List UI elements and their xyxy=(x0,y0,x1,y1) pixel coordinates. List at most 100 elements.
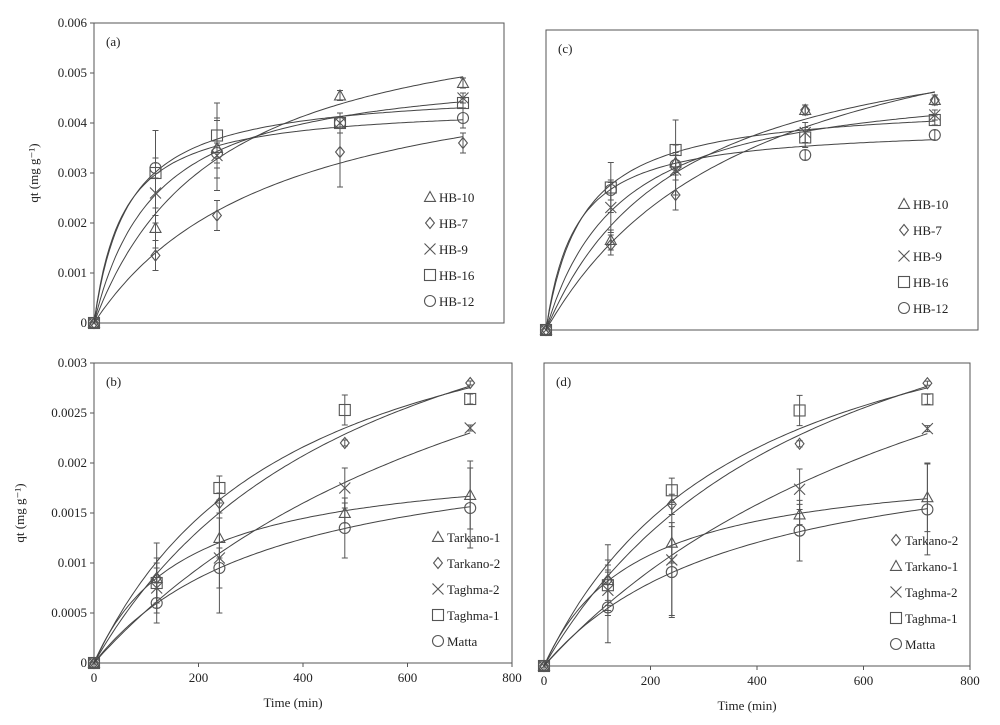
y-axis-label: qt (mg g⁻¹) xyxy=(12,483,27,542)
error-bar xyxy=(153,582,160,624)
data-point xyxy=(210,146,224,160)
series-taghma-2 xyxy=(538,422,934,672)
legend-marker xyxy=(432,583,444,595)
series-hb-7 xyxy=(540,91,940,337)
x-tick-label: 600 xyxy=(398,670,418,685)
legend-label: HB-12 xyxy=(439,294,474,309)
y-tick-label: 0.0015 xyxy=(51,505,87,520)
data-point xyxy=(537,659,551,671)
series-hb-16 xyxy=(539,113,941,337)
legend-label: Tarkano-2 xyxy=(447,556,500,571)
data-point xyxy=(601,601,614,614)
legend-marker xyxy=(897,275,911,289)
legend-label: Matta xyxy=(447,634,478,649)
data-point xyxy=(537,659,551,673)
legend-marker xyxy=(889,611,903,625)
fit-curve xyxy=(543,387,928,667)
y-tick-label: 0.004 xyxy=(58,115,88,130)
data-point xyxy=(604,183,617,197)
y-axis-label: qt (mg g⁻¹) xyxy=(26,143,41,202)
data-point xyxy=(213,481,226,495)
series-hb-9 xyxy=(540,109,941,336)
error-bar xyxy=(796,394,803,427)
data-point xyxy=(922,376,933,390)
chart-panel-c: (c) HB-10 HB-7 HB-9 HB-16 HB-12 xyxy=(539,29,979,337)
fit-curve xyxy=(545,139,935,331)
data-point xyxy=(211,209,223,222)
legend-label: HB-16 xyxy=(439,268,475,283)
x-tick-label: 200 xyxy=(189,670,209,685)
chart-panel-b: 0 0.0005 0.001 0.0015 0.002 0.0025 0.003 0 200 40… xyxy=(12,355,522,710)
data-point xyxy=(921,503,934,516)
fit-curve xyxy=(93,76,464,324)
data-point xyxy=(457,136,469,150)
fit-curve xyxy=(93,101,464,324)
error-bar xyxy=(152,157,159,179)
legend-marker xyxy=(897,197,911,209)
error-bar xyxy=(214,142,220,164)
error-bar xyxy=(607,234,614,256)
data-point xyxy=(665,484,678,497)
x-tick-label: 800 xyxy=(960,673,980,688)
chart-panel-a: 0 0.001 0.002 0.003 0.004 0.005 0.006 qt (mg g⁻… xyxy=(26,15,505,330)
series-tarkano-1 xyxy=(87,460,477,668)
y-tick-label: 0.005 xyxy=(58,65,87,80)
y-tick-label: 0 xyxy=(81,315,88,330)
error-bar xyxy=(796,499,803,562)
panel-label: (a) xyxy=(106,34,120,49)
data-point xyxy=(928,128,941,142)
data-point xyxy=(793,404,806,417)
y-tick-label: 0.001 xyxy=(58,555,87,570)
legend-label: HB-9 xyxy=(439,242,468,257)
data-point xyxy=(87,656,101,668)
data-point xyxy=(799,131,812,144)
error-bar xyxy=(467,393,474,405)
legend-label: HB-16 xyxy=(913,275,949,290)
fit-curve xyxy=(543,433,928,667)
data-point xyxy=(464,501,477,515)
y-tick-label: 0.001 xyxy=(58,265,87,280)
legend-label: Taghma-1 xyxy=(447,608,500,623)
series-hb-10 xyxy=(87,76,470,328)
y-tick-label: 0.003 xyxy=(58,355,87,370)
fit-curve xyxy=(93,432,471,664)
series-taghma-1 xyxy=(537,387,934,673)
series-matta xyxy=(537,463,934,673)
legend-marker xyxy=(431,634,445,648)
data-point xyxy=(87,316,101,328)
series-hb-12 xyxy=(87,107,470,330)
series-taghma-1 xyxy=(87,387,477,670)
series-hb-16 xyxy=(87,96,470,330)
data-point xyxy=(793,483,806,496)
legend-marker xyxy=(890,586,902,598)
fit-curve xyxy=(93,387,471,664)
data-point xyxy=(539,323,553,337)
data-point xyxy=(929,93,940,107)
legend-label: Taghma-1 xyxy=(905,611,958,626)
data-point xyxy=(150,249,161,262)
error-bar xyxy=(467,380,474,386)
fit-curve xyxy=(543,498,928,667)
error-bar xyxy=(924,380,931,386)
data-point xyxy=(338,521,351,535)
legend-label: Tarkano-1 xyxy=(905,559,958,574)
data-point xyxy=(464,422,477,434)
data-point xyxy=(464,392,477,406)
legend-marker xyxy=(889,637,903,651)
fit-curve xyxy=(93,495,471,664)
data-point xyxy=(921,393,934,406)
legend-label: HB-7 xyxy=(913,223,942,238)
legend-label: Tarkano-1 xyxy=(447,530,500,545)
y-tick-label: 0 xyxy=(81,655,88,670)
y-tick-label: 0.006 xyxy=(58,15,88,30)
data-point xyxy=(799,148,812,162)
data-point xyxy=(605,238,616,252)
error-bar xyxy=(668,526,675,619)
data-point xyxy=(87,656,101,670)
data-point xyxy=(800,103,811,117)
fit-curve xyxy=(543,508,928,667)
fit-curve xyxy=(93,107,464,324)
series-tarkano-2 xyxy=(538,376,933,673)
error-bar xyxy=(668,477,675,503)
